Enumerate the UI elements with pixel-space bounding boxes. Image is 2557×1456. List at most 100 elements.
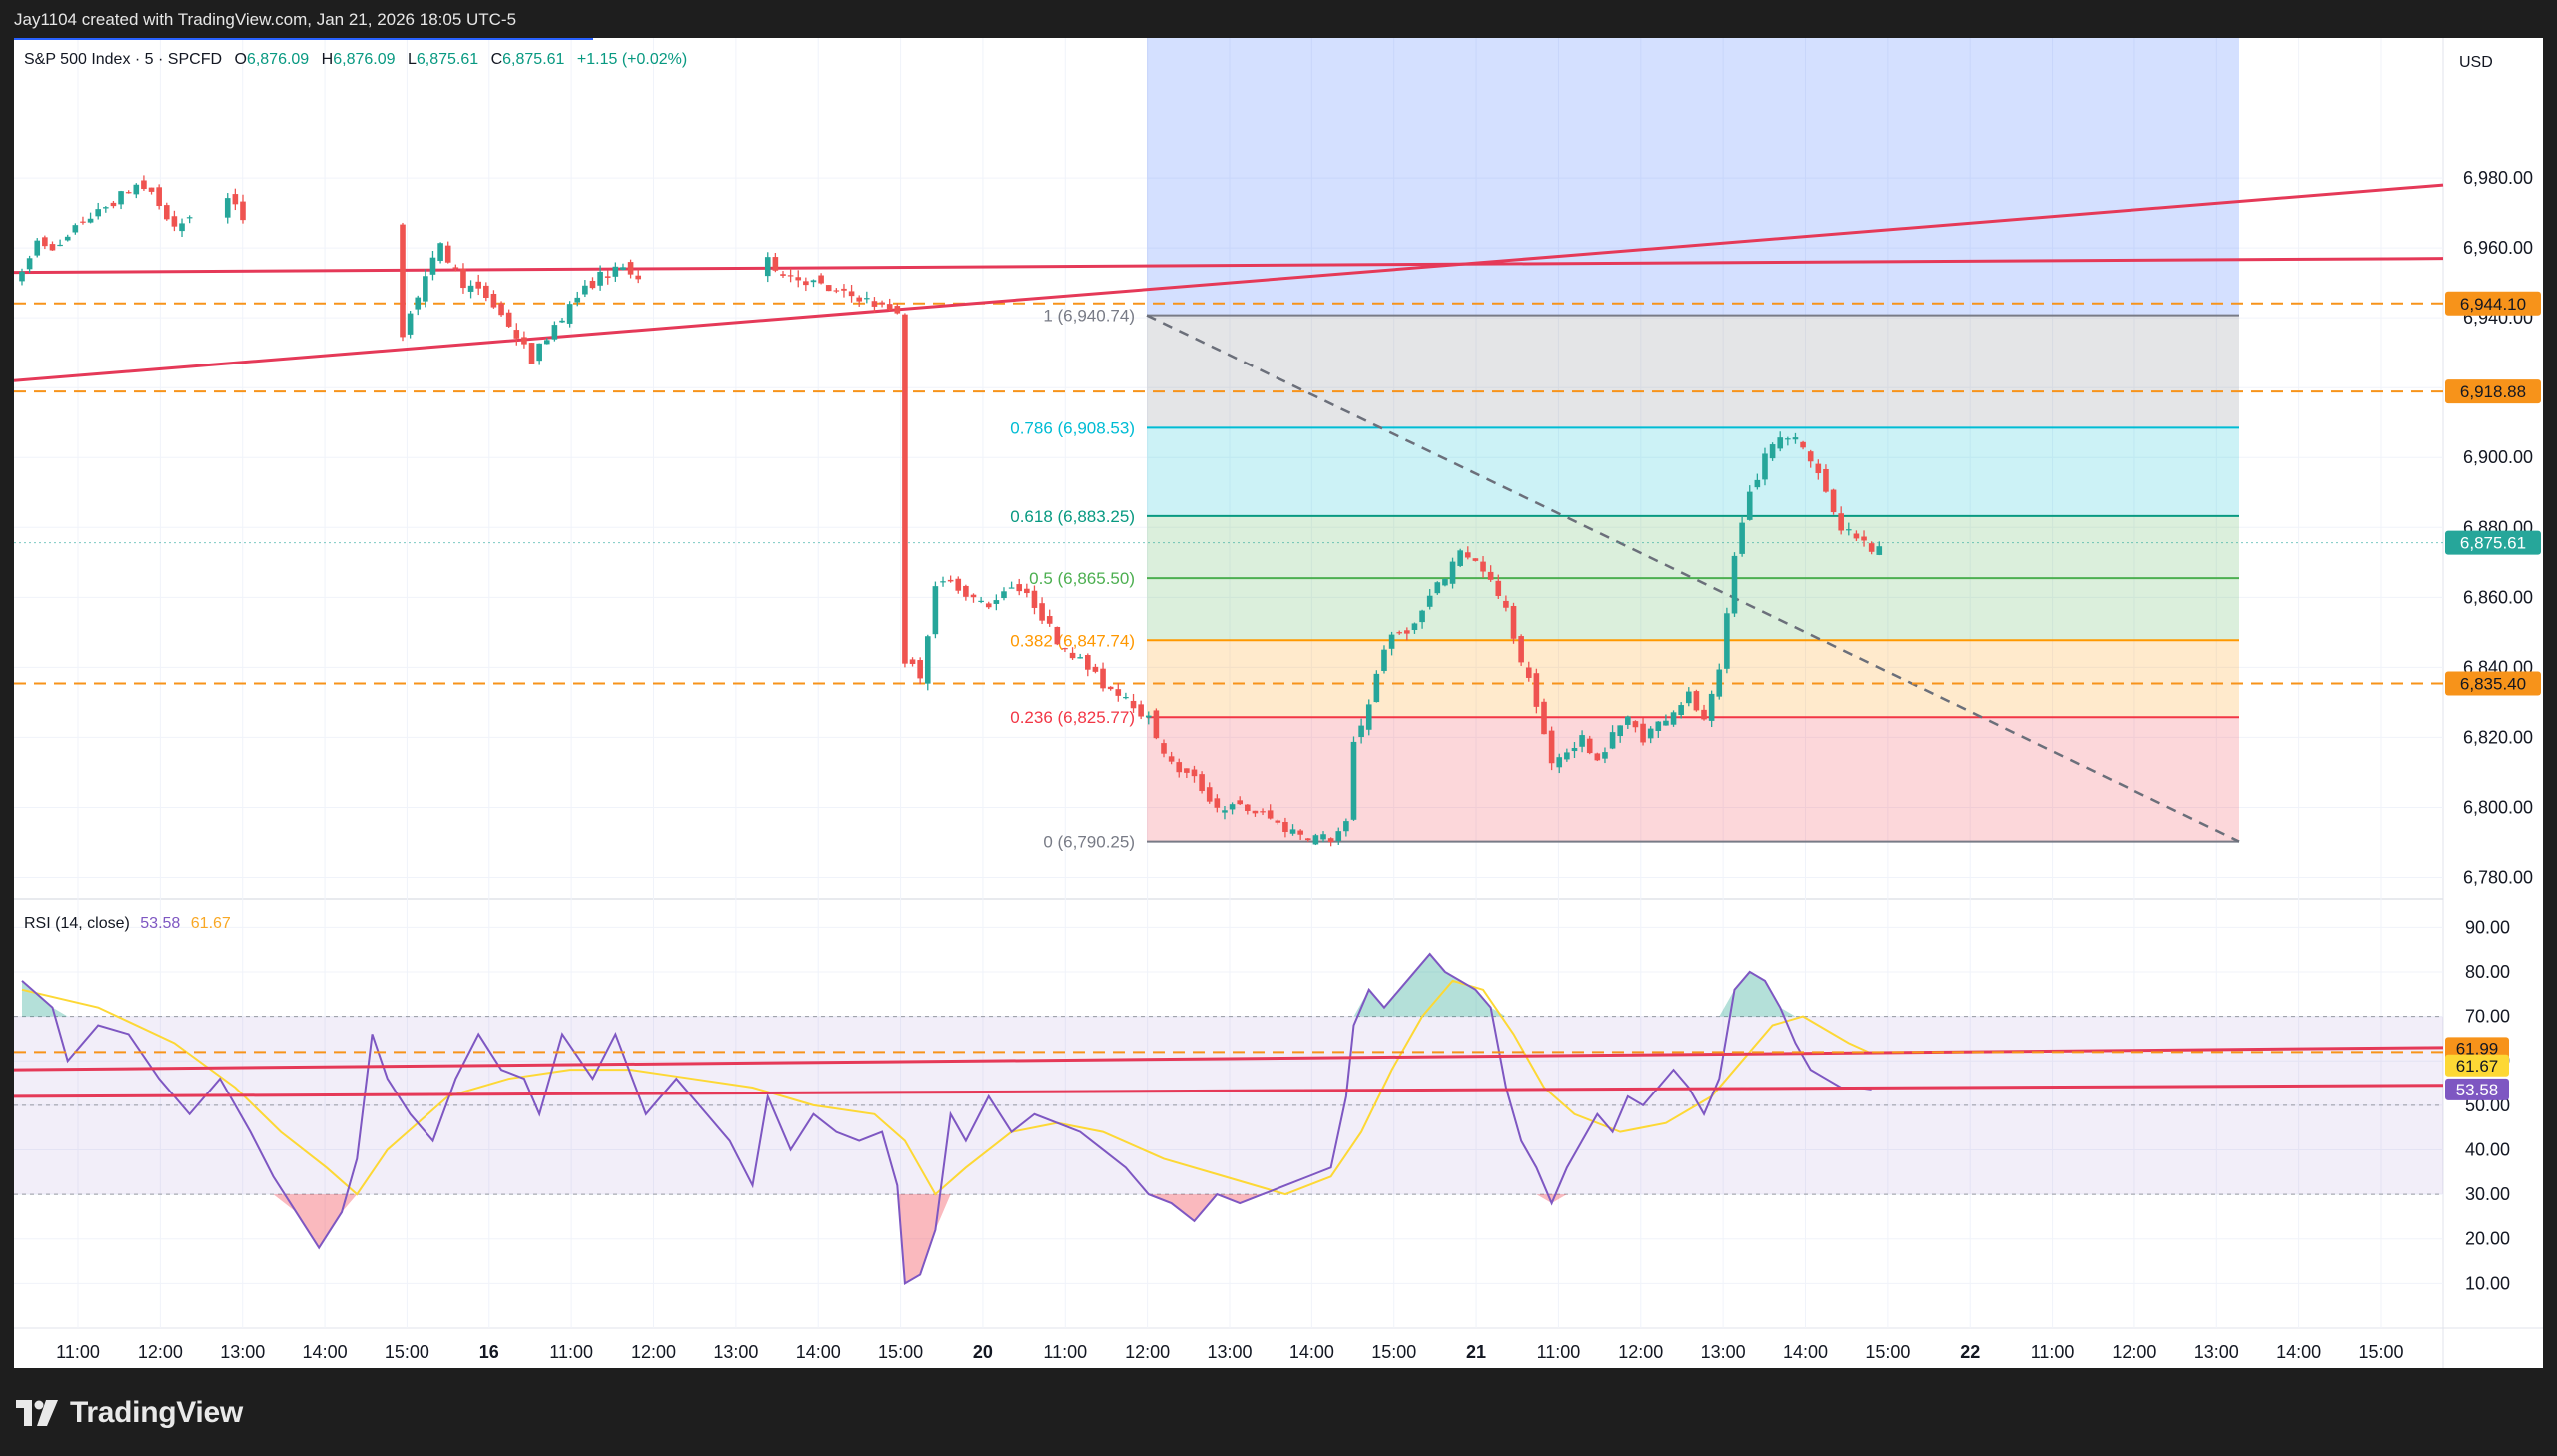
candle-body — [871, 301, 878, 307]
rsi-y-tick-label: 10.00 — [2465, 1273, 2510, 1293]
candle-body — [1054, 626, 1061, 645]
candle-body — [886, 304, 893, 311]
fib-zone — [1147, 515, 2239, 579]
candle-body — [1062, 648, 1068, 650]
candle-body — [110, 202, 117, 207]
candle-body — [1327, 838, 1334, 843]
candle-body — [1762, 453, 1768, 480]
top-bar: Jay1104 created with TradingView.com, Ja… — [0, 0, 2557, 38]
candle-body — [1663, 720, 1669, 726]
x-tick-label: 16 — [479, 1342, 499, 1362]
chart-panel[interactable]: 1 (6,940.74) 0.786 (6,908.53) 0.618 (6,883… — [14, 38, 2543, 1368]
candle-body — [1085, 655, 1091, 670]
candle-body — [1381, 649, 1387, 671]
candle-body — [909, 659, 916, 664]
candle-body — [57, 244, 63, 247]
candle-body — [1701, 709, 1707, 720]
legend-high-value: 6,876.09 — [333, 51, 395, 68]
candle-body — [186, 217, 193, 219]
candle-body — [452, 267, 459, 269]
candle-body — [1465, 552, 1471, 558]
candle-body — [1678, 705, 1684, 716]
candle-body — [1487, 571, 1494, 580]
price-level-tag — [2445, 379, 2541, 404]
candle-body — [1206, 787, 1213, 802]
candle-body — [627, 262, 634, 275]
candle-body — [505, 312, 512, 327]
rsi-lower-trendline — [14, 1084, 2444, 1098]
candle-body — [1434, 582, 1441, 594]
candle-body — [1275, 820, 1281, 823]
candle-body — [1184, 768, 1190, 773]
candle-body — [407, 313, 414, 335]
candle-body — [498, 303, 504, 316]
candle-body — [240, 201, 246, 221]
candle-body — [848, 291, 855, 297]
fib-level-label: 0.786 (6,908.53) — [1010, 418, 1135, 437]
price-level-tag — [2445, 671, 2541, 696]
candle-body — [947, 579, 954, 582]
candle-body — [1373, 673, 1380, 703]
candle-body — [1510, 606, 1517, 639]
candle-body — [1107, 686, 1114, 690]
candle-body — [1838, 513, 1844, 531]
fib-trend-dashed-line — [1146, 314, 2240, 843]
candle-body — [521, 337, 527, 345]
candle-body — [1777, 437, 1784, 449]
candle-body — [415, 297, 422, 310]
candle-body — [1426, 595, 1433, 607]
x-tick-label: 15:00 — [1865, 1342, 1910, 1362]
candle-body — [787, 275, 794, 277]
candle-body — [437, 243, 443, 261]
candle-body — [1564, 752, 1570, 760]
fib-level-label: 1 (6,940.74) — [1043, 307, 1135, 326]
legend-low-label: L — [408, 51, 417, 68]
candle-body — [42, 237, 48, 247]
candle-body — [1100, 668, 1106, 689]
candle-body — [1252, 810, 1259, 814]
candle-body — [1031, 590, 1038, 608]
candle-body — [148, 187, 155, 192]
candle-body — [1016, 584, 1023, 592]
fib-zone — [1147, 427, 2239, 516]
candle-body — [993, 600, 1000, 604]
candle-body — [894, 306, 901, 314]
candle-body — [1480, 561, 1486, 572]
x-tick-label: 14:00 — [2276, 1342, 2321, 1362]
candle-body — [879, 302, 885, 305]
fib-level-label: 0.5 (6,865.50) — [1029, 569, 1135, 588]
candle-body — [1731, 555, 1738, 614]
legend-close-label: C — [491, 51, 503, 68]
candle-body — [513, 330, 520, 339]
candle-body — [1472, 558, 1479, 561]
candle-body — [780, 274, 786, 276]
rsi-value-tag — [2445, 1078, 2509, 1100]
candle-body — [1800, 441, 1806, 448]
last-price-tag-label: 6,875.61 — [2460, 534, 2526, 553]
tradingview-logo[interactable]: TradingView — [16, 1396, 243, 1430]
x-tick-label: 20 — [973, 1342, 993, 1362]
candle-body — [1365, 704, 1372, 730]
chart-svg[interactable]: 1 (6,940.74) 0.786 (6,908.53) 0.618 (6,883… — [14, 38, 2543, 1368]
y-tick-label: 6,800.00 — [2463, 797, 2533, 817]
last-price-tag — [2445, 530, 2541, 555]
rsi-y-tick-label: 70.00 — [2465, 1007, 2510, 1027]
legend-symbol: S&P 500 Index · 5 · SPCFD — [24, 51, 222, 68]
candle-body — [559, 320, 565, 323]
candle-body — [864, 298, 870, 300]
candle-body — [429, 257, 436, 275]
tradingview-logo-icon — [16, 1400, 58, 1426]
candle-body — [772, 257, 779, 271]
candle-body — [444, 245, 451, 263]
candle-body — [483, 285, 489, 298]
candle-body — [1343, 821, 1349, 832]
candle-body — [1130, 700, 1137, 709]
candle-body — [803, 281, 809, 286]
y-tick-label: 6,820.00 — [2463, 727, 2533, 747]
candle-body — [1548, 730, 1555, 764]
candle-body — [1123, 697, 1129, 699]
candle-body — [1876, 546, 1883, 555]
rsi-line — [21, 952, 1872, 1286]
candle-body — [490, 293, 497, 308]
candle-body — [1289, 829, 1296, 834]
